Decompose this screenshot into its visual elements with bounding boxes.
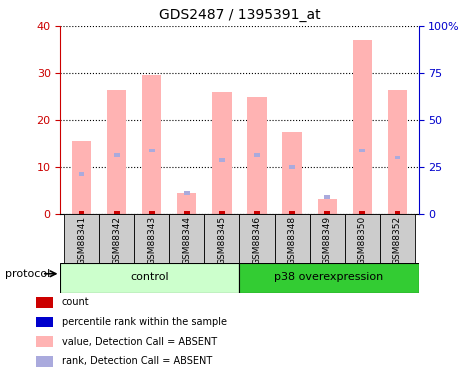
Bar bbox=[177, 193, 197, 214]
Bar bbox=[99, 214, 134, 262]
Bar bbox=[219, 158, 225, 162]
Title: GDS2487 / 1395391_at: GDS2487 / 1395391_at bbox=[159, 9, 320, 22]
Bar bbox=[114, 211, 120, 214]
Text: GSM88344: GSM88344 bbox=[182, 216, 191, 265]
Bar bbox=[310, 214, 345, 262]
Bar bbox=[184, 211, 190, 214]
Text: control: control bbox=[131, 273, 169, 282]
Bar bbox=[149, 148, 155, 152]
Text: p38 overexpression: p38 overexpression bbox=[274, 273, 384, 282]
Bar bbox=[254, 211, 260, 214]
Text: GSM88350: GSM88350 bbox=[358, 216, 367, 266]
Bar bbox=[79, 211, 85, 214]
Bar bbox=[79, 172, 85, 176]
Bar bbox=[60, 262, 239, 292]
Bar bbox=[212, 92, 232, 214]
Text: GSM88341: GSM88341 bbox=[77, 216, 86, 266]
Text: GSM88352: GSM88352 bbox=[393, 216, 402, 266]
Text: value, Detection Call = ABSENT: value, Detection Call = ABSENT bbox=[62, 337, 217, 347]
Text: GSM88349: GSM88349 bbox=[323, 216, 332, 266]
Bar bbox=[318, 199, 337, 214]
Bar bbox=[289, 211, 295, 214]
Bar bbox=[169, 214, 205, 262]
Bar bbox=[359, 148, 365, 152]
Bar bbox=[239, 214, 274, 262]
Bar bbox=[239, 262, 418, 292]
Text: protocol: protocol bbox=[5, 269, 50, 279]
Bar bbox=[36, 356, 53, 367]
Bar bbox=[64, 214, 99, 262]
Bar bbox=[149, 211, 155, 214]
Text: GSM88348: GSM88348 bbox=[288, 216, 297, 266]
Bar bbox=[394, 211, 400, 214]
Text: GSM88346: GSM88346 bbox=[252, 216, 261, 266]
Bar bbox=[134, 214, 169, 262]
Bar bbox=[107, 90, 126, 214]
Text: count: count bbox=[62, 297, 89, 307]
Bar bbox=[254, 153, 260, 157]
Bar bbox=[282, 132, 302, 214]
Text: rank, Detection Call = ABSENT: rank, Detection Call = ABSENT bbox=[62, 356, 212, 366]
Bar bbox=[36, 336, 53, 347]
Bar bbox=[352, 40, 372, 214]
Bar bbox=[394, 156, 400, 159]
Bar bbox=[219, 211, 225, 214]
Bar bbox=[388, 90, 407, 214]
Bar bbox=[324, 195, 330, 199]
Text: GSM88342: GSM88342 bbox=[112, 216, 121, 265]
Bar bbox=[274, 214, 310, 262]
Bar bbox=[184, 191, 190, 195]
Text: GSM88343: GSM88343 bbox=[147, 216, 156, 266]
Bar bbox=[324, 211, 330, 214]
Bar bbox=[345, 214, 380, 262]
Text: percentile rank within the sample: percentile rank within the sample bbox=[62, 317, 227, 327]
Bar bbox=[36, 316, 53, 327]
Bar bbox=[247, 97, 267, 214]
Bar bbox=[205, 214, 239, 262]
Bar bbox=[289, 165, 295, 169]
Bar bbox=[72, 141, 91, 214]
Bar bbox=[380, 214, 415, 262]
Bar bbox=[114, 153, 120, 157]
Bar bbox=[36, 297, 53, 308]
Text: GSM88345: GSM88345 bbox=[218, 216, 226, 266]
Bar bbox=[142, 75, 161, 214]
Bar bbox=[359, 211, 365, 214]
